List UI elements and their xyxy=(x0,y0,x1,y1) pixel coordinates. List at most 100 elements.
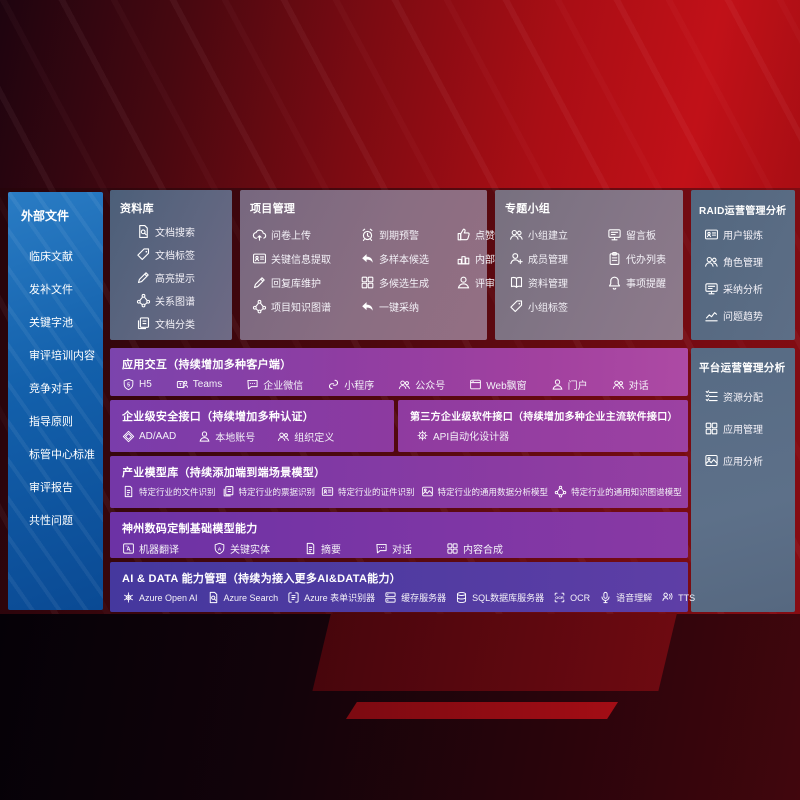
feature-item: 文档搜索 xyxy=(136,224,232,239)
item-label: 特定行业的通用数据分析模型 xyxy=(437,486,549,497)
cache-server-icon xyxy=(384,591,397,604)
item-label: 文档标签 xyxy=(155,251,195,262)
feature-item: 用户锻炼 xyxy=(704,227,795,242)
people-icon xyxy=(509,227,524,242)
item-label: 特定行业的票据识别 xyxy=(238,486,316,497)
item-label: 组织定义 xyxy=(294,433,335,444)
feature-item: 多候选生成 xyxy=(360,275,452,290)
ad-diamond-icon xyxy=(122,430,135,443)
sidebar-item-common-issues: 共性问题 xyxy=(29,514,73,527)
pen-icon xyxy=(252,275,267,290)
item-label: 公众号 xyxy=(415,381,446,392)
knowledge-graph-icon xyxy=(554,485,567,498)
doc-search-icon xyxy=(136,224,151,239)
item-label: 留言板 xyxy=(626,231,656,242)
thirdparty-interface-row: 第三方企业级软件接口（持续增加多种企业主流软件接口） API自动化设计器 xyxy=(398,400,688,452)
feature-item: 特定行业的证件识别 xyxy=(321,485,415,498)
ai-data-row: AI & DATA 能力管理（持续为接入更多AI&DATA能力） Azure O… xyxy=(110,562,695,612)
feature-item: 留言板 xyxy=(607,227,683,242)
project-management-panel: 项目管理 问卷上传 到期预警 点赞感谢 关键信息提取 多样本候选 内部专家排名 … xyxy=(240,190,535,340)
feature-item: 关键信息提取 xyxy=(252,251,356,266)
sql-db-icon xyxy=(455,591,468,604)
item-label: 文档搜索 xyxy=(155,228,195,239)
feature-item: SQL数据库服务器 xyxy=(455,591,544,604)
chat-analysis-icon xyxy=(704,281,719,296)
item-label: 机器翻译 xyxy=(139,545,179,556)
item-label: 项目知识图谱 xyxy=(271,303,331,314)
reply-arrow-icon xyxy=(360,251,375,266)
feature-item: 资料管理 xyxy=(509,275,605,290)
item-label: 关系图谱 xyxy=(155,297,195,308)
feature-item: 关键实体 xyxy=(213,541,270,556)
app-analysis-icon xyxy=(704,453,719,468)
sidebar-item-standards: 标管中心标准 xyxy=(29,448,95,461)
feature-item: 文档分类 xyxy=(136,316,232,331)
item-label: 关键实体 xyxy=(230,545,270,556)
thirdparty-row-title: 第三方企业级软件接口（持续增加多种企业主流软件接口） xyxy=(410,412,678,423)
item-label: API自动化设计器 xyxy=(433,432,510,443)
id-card-icon xyxy=(704,227,719,242)
sidebar-item-supplement-files: 发补文件 xyxy=(29,283,73,296)
item-label: Azure Open AI xyxy=(139,592,198,603)
item-label: 对话 xyxy=(392,545,412,556)
feature-item: 机器翻译 xyxy=(122,541,179,556)
platform-panel-title: 平台运营管理分析 xyxy=(699,362,786,374)
feature-item: 一键采纳 xyxy=(360,299,452,314)
feature-item: 组织定义 xyxy=(277,429,334,444)
miniprogram-icon xyxy=(327,378,340,391)
feature-item: 角色管理 xyxy=(704,254,795,269)
feature-item: 公众号 xyxy=(398,377,445,392)
feature-item: AD/AAD xyxy=(122,430,176,443)
monitor-stand-shape xyxy=(312,613,677,691)
feature-item: Web飘窗 xyxy=(469,377,527,392)
form-recognizer-icon xyxy=(287,591,300,604)
alarm-icon xyxy=(360,227,375,242)
bell-icon xyxy=(607,275,622,290)
apps-grid-icon xyxy=(704,421,719,436)
tag-icon xyxy=(136,247,151,262)
local-account-icon xyxy=(198,430,211,443)
feature-item: 项目知识图谱 xyxy=(252,299,356,314)
platform-analysis-panel: 平台运营管理分析 资源分配 应用管理 应用分析 xyxy=(691,348,795,612)
feature-item: 问卷上传 xyxy=(252,227,356,242)
feature-item: 语音理解 xyxy=(599,591,652,604)
item-label: 用户锻炼 xyxy=(723,231,763,242)
item-label: 高亮提示 xyxy=(155,274,195,285)
raid-panel-title: RAID运营管理分析 xyxy=(699,206,787,217)
groups-panel-title: 专题小组 xyxy=(505,203,551,215)
doc-search-icon xyxy=(207,591,220,604)
feature-item: 多样本候选 xyxy=(360,251,452,266)
item-label: AD/AAD xyxy=(139,431,177,442)
item-label: OCR xyxy=(570,592,591,603)
doc-stack-icon xyxy=(136,316,151,331)
background-top-red xyxy=(0,0,800,188)
trend-chart-icon xyxy=(704,308,719,323)
bbs-board-icon xyxy=(607,227,622,242)
sidebar-list: 临床文献 发补文件 关键字池 审评培训内容 竞争对手 指导原则 标管中心标准 审… xyxy=(8,239,103,536)
feature-item: 企业微信 xyxy=(246,377,303,392)
dialog-icon xyxy=(375,542,388,555)
feature-item: 采纳分析 xyxy=(704,281,795,296)
doc-stack-icon xyxy=(222,485,235,498)
item-label: 特定行业的文件识别 xyxy=(139,486,216,497)
feature-item: 摘要 xyxy=(304,541,341,556)
item-label: 成员管理 xyxy=(528,255,568,266)
item-label: 小组建立 xyxy=(528,231,568,242)
feature-item: 代办列表 xyxy=(607,251,683,266)
people-icon xyxy=(704,254,719,269)
item-label: Azure 表单识别器 xyxy=(304,593,376,603)
raid-analysis-panel: RAID运营管理分析 用户锻炼 角色管理 采纳分析 问题趋势 xyxy=(691,190,795,340)
sidebar-item-guidelines: 指导原则 xyxy=(29,415,73,428)
doc-icon xyxy=(122,485,135,498)
feature-item: 高亮提示 xyxy=(136,270,232,285)
feature-item: 内容合成 xyxy=(446,541,503,556)
grid-icon xyxy=(360,275,375,290)
feature-item: 资源分配 xyxy=(704,389,795,404)
chart-image-icon xyxy=(421,485,434,498)
app-interaction-row: 应用交互（持续增加多种客户端） H5 Teams 企业微信 小程序 公众号 We… xyxy=(110,348,688,396)
knowledge-graph-icon xyxy=(252,299,267,314)
sidebar-item-review-training: 审评培训内容 xyxy=(29,349,95,362)
item-label: 事项提醒 xyxy=(626,279,666,290)
item-label: 一键采纳 xyxy=(379,303,419,314)
item-label: 代办列表 xyxy=(626,255,666,266)
